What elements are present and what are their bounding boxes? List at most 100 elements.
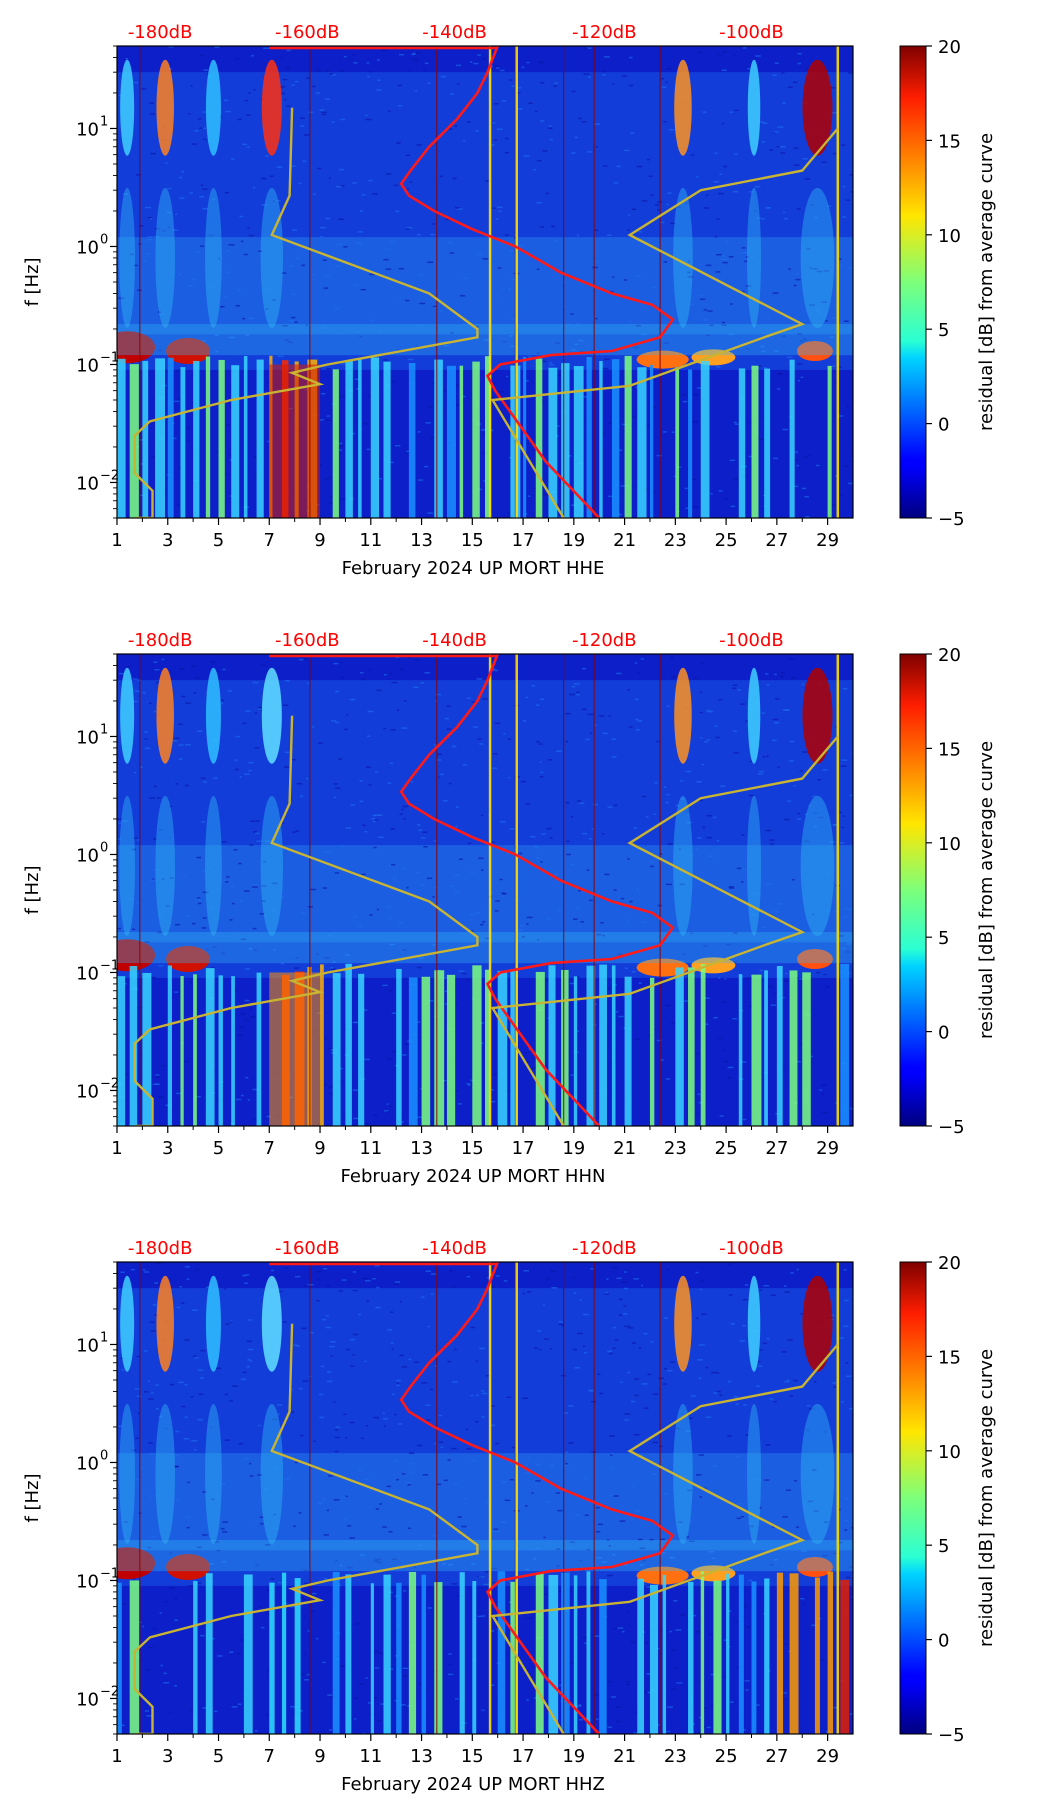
heatmap-speckle (129, 253, 134, 256)
heatmap-speckle (266, 381, 270, 384)
heatmap-speckle (144, 731, 148, 733)
heatmap-speckle (298, 1512, 302, 1514)
heatmap-speckle (358, 1469, 362, 1471)
heatmap-speckle (604, 873, 610, 876)
heatmap-speckle (574, 343, 579, 346)
heatmap-speckle (723, 498, 729, 500)
heatmap-speckle (743, 260, 748, 263)
heatmap-speckle (495, 218, 499, 220)
heatmap-speckle (784, 1380, 790, 1383)
heatmap-speckle (319, 1393, 324, 1396)
lowfreq-stripe (751, 365, 759, 518)
heatmap-speckle (765, 883, 772, 886)
heatmap-speckle (819, 1089, 823, 1091)
heatmap-speckle (386, 1111, 390, 1113)
heatmap-speckle (164, 1427, 168, 1430)
top-db-label: -140dB (422, 22, 487, 43)
top-db-label: -160dB (275, 1238, 340, 1259)
heatmap-speckle (213, 917, 220, 919)
heatmap-speckle (757, 438, 763, 440)
heatmap-speckle (248, 92, 251, 95)
heatmap-speckle (641, 795, 647, 798)
lowfreq-stripe (243, 356, 248, 518)
lowfreq-stripe (167, 965, 172, 1126)
heatmap-speckle (145, 206, 151, 209)
heatmap-speckle (496, 128, 503, 130)
heatmap-speckle (784, 1291, 791, 1293)
heatmap-speckle (439, 310, 443, 312)
heatmap-speckle (702, 319, 708, 321)
heatmap-speckle (686, 821, 692, 824)
heatmap-speckle (734, 153, 739, 155)
heatmap-speckle (465, 1428, 469, 1431)
heatmap-speckle (745, 1284, 749, 1286)
heatmap-speckle (374, 1558, 381, 1561)
heatmap-speckle (443, 390, 447, 392)
heatmap-speckle (758, 1365, 763, 1367)
heatmap-speckle (783, 1285, 787, 1287)
lowfreq-stripe (180, 976, 184, 1126)
heatmap-speckle (201, 927, 207, 929)
heatmap-speckle (666, 1706, 673, 1708)
heatmap-speckle (508, 738, 512, 740)
heatmap-speckle (577, 800, 582, 802)
lowfreq-stripe (789, 359, 795, 518)
lowfreq-stripe (472, 965, 482, 1126)
heatmap-speckle (557, 909, 562, 912)
heatmap-speckle (755, 55, 761, 57)
heatmap-speckle (174, 737, 180, 740)
heatmap-speckle (174, 991, 179, 993)
heatmap-speckle (455, 1532, 459, 1534)
heatmap-speckle (622, 1631, 625, 1633)
heatmap-speckle (175, 923, 181, 926)
heatmap-speckle (208, 234, 214, 237)
heatmap-speckle (730, 1323, 735, 1325)
heatmap-speckle (708, 1550, 715, 1553)
heatmap-speckle (401, 1366, 407, 1368)
heatmap-speckle (493, 139, 498, 141)
heatmap-speckle (349, 698, 356, 701)
y-tick-label: 10 (76, 727, 99, 748)
lowfreq-stripe (561, 1572, 570, 1734)
heatmap-speckle (427, 261, 434, 264)
lowfreq-stripe (637, 367, 647, 518)
heatmap-speckle (462, 395, 466, 398)
heatmap-speckle (646, 1584, 651, 1587)
heatmap-speckle (829, 336, 834, 338)
heatmap-speckle (405, 154, 410, 157)
heatmap-speckle (506, 1396, 512, 1399)
heatmap-speckle (533, 1557, 536, 1560)
heatmap-speckle (345, 954, 350, 956)
heatmap-speckle (715, 736, 720, 739)
heatmap-speckle (229, 919, 233, 921)
heatmap-speckle (670, 1361, 675, 1363)
heatmap-speckle (233, 849, 238, 851)
heatmap-speckle (759, 121, 764, 123)
x-tick-label: 1 (111, 1746, 122, 1767)
heatmap-speckle (408, 1358, 412, 1361)
heatmap-speckle (585, 738, 590, 741)
heatmap-speckle (535, 857, 540, 859)
heatmap-speckle (806, 248, 811, 250)
heatmap-speckle (250, 820, 256, 822)
heatmap-speckle (389, 1668, 394, 1670)
heatmap-speckle (242, 1274, 247, 1277)
heatmap-speckle (467, 842, 472, 845)
heatmap-speckle (439, 1441, 444, 1443)
heatmap-speckle (602, 732, 608, 735)
heatmap-speckle (359, 1683, 364, 1685)
heatmap-band (117, 72, 853, 370)
heatmap-speckle (401, 727, 408, 729)
lowfreq-stripe (535, 358, 543, 518)
heatmap-speckle (848, 267, 853, 270)
heatmap-speckle (814, 216, 819, 219)
heatmap-speckle (135, 1479, 141, 1481)
heatmap-speckle (222, 668, 226, 671)
heatmap-speckle (748, 794, 754, 797)
heatmap-speckle (327, 1694, 333, 1696)
heatmap-speckle (526, 923, 529, 925)
heatmap-speckle (118, 297, 125, 300)
heatmap-speckle (804, 495, 809, 498)
heatmap-speckle (664, 786, 667, 788)
